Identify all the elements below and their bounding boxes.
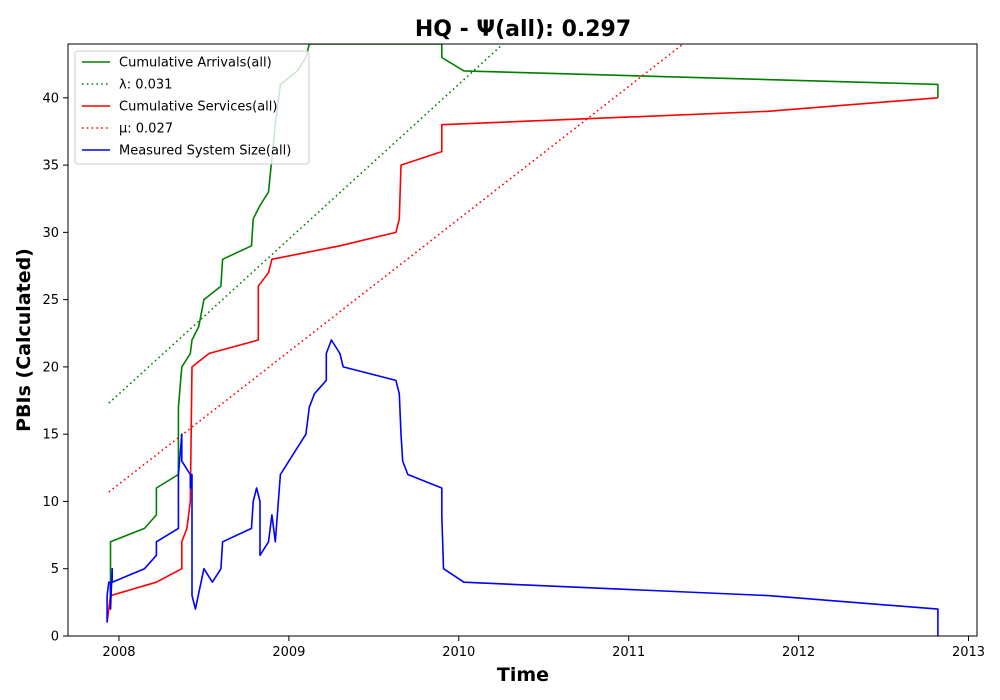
y-axis-label: PBIs (Calculated) <box>13 248 35 432</box>
x-tick-label: 2013 <box>952 645 985 660</box>
series-line-0-027 <box>108 44 684 493</box>
y-axis-ticks: 0 5 10 15 20 25 30 35 40 <box>42 91 68 645</box>
x-tick-label: 2010 <box>442 645 475 660</box>
series-line-cumulative-arrivals-all <box>109 44 939 610</box>
y-tick-label: 20 <box>42 360 59 375</box>
legend-label-measured-system-size-all: Measured System Size(all) <box>119 144 291 159</box>
legend-box <box>74 50 310 165</box>
series-line-cumulative-services-all <box>106 97 938 623</box>
plot-frame <box>67 43 978 637</box>
y-tick-label: 35 <box>42 159 59 174</box>
legend-label-0-031: λ: 0.031 <box>119 78 172 93</box>
series-line-measured-system-size-all <box>106 339 939 636</box>
legend-label-cumulative-arrivals-all: Cumulative Arrivals(all) <box>119 56 272 71</box>
x-tick-label: 2009 <box>272 645 305 660</box>
x-tick-label: 2012 <box>782 645 815 660</box>
y-tick-label: 5 <box>51 562 59 577</box>
y-tick-label: 30 <box>42 226 59 241</box>
y-tick-label: 25 <box>42 293 59 308</box>
legend: Cumulative Arrivals(all) λ: 0.031 Cumulati… <box>74 50 310 165</box>
y-tick-label: 0 <box>51 630 59 645</box>
y-tick-label: 40 <box>42 91 59 106</box>
chart-title: HQ - Ψ(all): 0.297 <box>415 17 631 42</box>
x-axis-ticks: 2008 2009 2010 2011 2012 2013 <box>102 636 985 660</box>
y-tick-label: 10 <box>42 495 59 510</box>
legend-label-0-027: μ: 0.027 <box>119 122 173 137</box>
series-layer <box>106 44 939 636</box>
y-tick-label: 15 <box>42 428 59 443</box>
x-axis-label: Time <box>497 664 549 686</box>
x-tick-label: 2011 <box>612 645 645 660</box>
x-tick-label: 2008 <box>102 645 135 660</box>
legend-label-cumulative-services-all: Cumulative Services(all) <box>119 100 277 115</box>
